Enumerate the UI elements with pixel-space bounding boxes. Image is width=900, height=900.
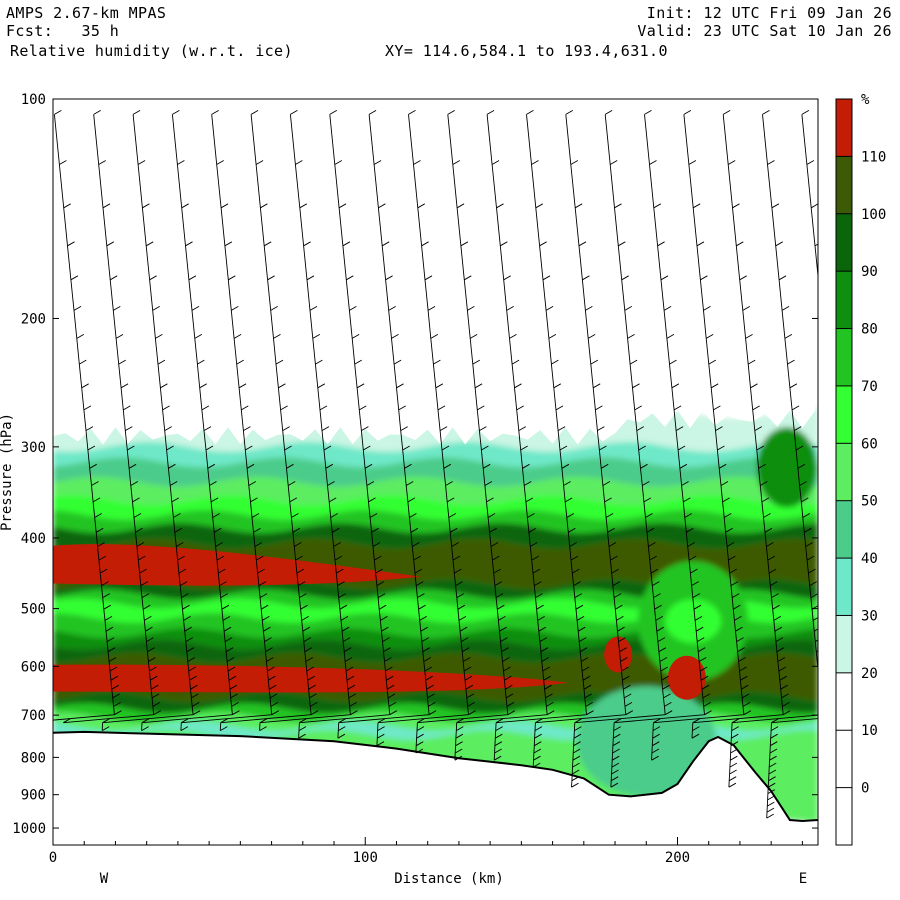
y-tick-label: 800 [21,750,46,766]
colorbar-label: 40 [861,551,878,567]
wind-barbs [53,110,818,819]
rh-blob [576,686,717,797]
wind-barb-column [219,110,319,731]
colorbar-label: 90 [861,264,878,280]
header-right: Init: 12 UTC Fri 09 Jan 26 Valid: 23 UTC… [637,4,892,40]
rh-band [53,578,818,600]
terrain-fill [53,731,818,845]
wind-barb-column [454,110,555,761]
wind-barb-column [415,110,516,754]
colorbar-swatch [836,787,852,845]
east-label: E [799,871,807,887]
wind-barb-column [691,110,791,739]
colorbar-swatch [836,672,852,731]
wind-barb-column [376,110,476,747]
rh-band [53,495,818,520]
header-left: AMPS 2.67-km MPAS Fcst: 35 h [6,4,166,40]
colorbar-label: 0 [861,781,869,797]
plot-frame [52,98,819,846]
terrain-surface [53,730,818,823]
rh-blob [665,599,722,644]
wind-barb-column [766,110,818,819]
colorbar-swatch [836,500,852,559]
wind-barb-column [180,110,280,731]
colorbar-label: 110 [861,149,886,165]
wind-barb-column [298,110,398,739]
forecast-hour: Fcst: 35 h [6,22,120,40]
colorbar-swatch [836,156,852,214]
wind-barb-column [728,110,818,788]
wind-barb-column [53,110,122,721]
valid-time: Valid: 23 UTC Sat 10 Jan 26 [637,22,892,40]
rh-band [53,628,818,650]
rh-band [53,612,818,638]
y-tick-label: 300 [21,440,46,456]
colorbar-frame [835,98,853,846]
colorbar-unit: % [861,92,870,108]
x-tick-label: 0 [49,850,57,866]
colorbar-swatch [836,385,852,444]
init-time: Init: 12 UTC Fri 09 Jan 26 [646,4,892,22]
colorbar-label: 50 [861,494,878,510]
y-tick-label: 200 [21,311,46,327]
rh-max-east2 [667,655,706,700]
wind-barb-column [493,110,594,761]
y-tick-label: 100 [21,92,46,108]
colorbar-swatch [836,99,852,157]
west-label: W [100,871,109,887]
colorbar-label: 70 [861,379,878,395]
colorbar: 0 10 20 30 40 50 60 70 80 90 100 110 [835,98,886,846]
y-tick-label: 500 [21,602,46,618]
wind-barb-column [610,110,712,788]
rh-band [53,523,818,550]
colorbar-label: 100 [861,207,886,223]
rh-band [53,721,818,740]
y-tick-label: 600 [21,659,46,675]
y-axis-label: Pressure (hPa) [0,413,15,531]
y-tick-label: 1000 [12,821,46,837]
wind-barb-column [532,110,634,768]
colorbar-swatch [836,615,852,673]
rh-band [53,589,818,609]
model-name: AMPS 2.67-km MPAS [6,4,167,22]
rh-band [53,457,818,487]
wind-barb-column [141,110,240,731]
colorbar-swatch [836,271,852,329]
rh-max-upper [53,544,422,586]
rh-band [53,476,818,506]
xy-coordinates: XY= 114.6,584.1 to 193.4,631.0 [385,42,668,60]
x-tick-label: 100 [353,850,378,866]
x-axis-label: Distance (km) [394,871,504,887]
field-name: Relative humidity (w.r.t. ice) [10,42,293,60]
rh-max-east1 [604,636,633,673]
wind-barb-column [571,110,673,788]
wind-barb-column [63,110,161,724]
wind-barb-column [259,110,358,731]
colorbar-label: 80 [861,322,878,338]
rh-band [53,598,818,623]
colorbar-swatch [836,443,852,501]
colorbar-label: 30 [861,608,878,624]
rh-band [53,510,818,534]
y-tick-label: 700 [21,708,46,724]
y-tick-label: 400 [21,531,46,547]
colorbar-swatch [836,730,852,788]
rh-band [53,441,818,468]
rh-blob [756,427,817,508]
wind-barb-column [651,110,752,761]
dry-upper-air [53,99,818,445]
y-tick-label: 900 [21,788,46,804]
colorbar-swatch [836,558,852,616]
x-tick-label: 200 [665,850,690,866]
colorbar-label: 60 [861,436,878,452]
colorbar-swatch [836,328,852,386]
wind-barb-column [337,110,437,739]
terrain [53,730,818,845]
colorbar-swatch [836,213,852,272]
wind-barb-column [101,110,201,731]
colorbar-label: 20 [861,666,878,682]
colorbar-label: 10 [861,723,878,739]
